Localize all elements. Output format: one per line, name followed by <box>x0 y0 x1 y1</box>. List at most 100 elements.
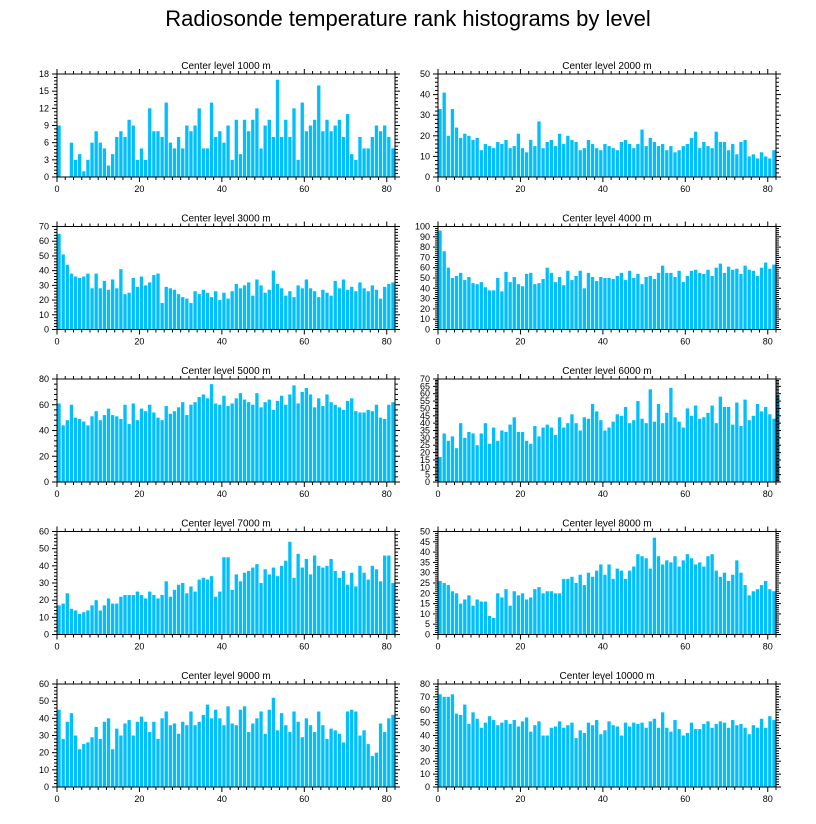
histogram-bar <box>582 732 586 787</box>
histogram-bar <box>106 408 111 482</box>
histogram-bar <box>296 285 300 330</box>
histogram-bar <box>590 144 595 177</box>
histogram-bar <box>487 290 492 330</box>
y-tick-label: 40 <box>420 731 430 741</box>
histogram-bar <box>119 418 123 482</box>
histogram-bar <box>586 572 591 635</box>
histogram-bar <box>689 270 694 330</box>
histogram-bar <box>86 425 90 482</box>
x-tick-label: 0 <box>435 642 440 652</box>
y-tick-label: 15 <box>420 599 430 609</box>
histogram-bar <box>110 749 115 787</box>
histogram-bar <box>500 597 504 635</box>
histogram-panel: Center level 3000 m 0 20 40 60 80 0 10 20 30 40 50 6… <box>39 214 400 347</box>
histogram-bar <box>383 555 387 635</box>
histogram-bar <box>139 595 144 635</box>
histogram-bar <box>450 436 455 482</box>
y-tick-label: 3 <box>44 155 49 165</box>
histogram-bar <box>747 734 751 787</box>
histogram-bar <box>619 735 624 787</box>
histogram-bar <box>685 275 690 330</box>
histogram-bar <box>463 437 467 482</box>
histogram-bar <box>491 290 496 330</box>
histogram-bar <box>735 402 739 482</box>
histogram-bar <box>226 125 230 177</box>
y-tick-label: 6 <box>44 138 49 148</box>
y-tick-label: 100 <box>415 222 430 232</box>
histogram-bar <box>739 273 743 330</box>
histogram-bar <box>172 289 177 330</box>
histogram-bar <box>529 731 533 787</box>
histogram-bar <box>358 136 362 177</box>
histogram-bar <box>222 557 226 635</box>
y-tick-label: 50 <box>420 403 430 413</box>
y-tick-label: 18 <box>39 69 49 79</box>
y-tick-label: 70 <box>420 252 430 262</box>
x-tick-label: 80 <box>382 489 392 499</box>
histogram-bar <box>90 142 94 177</box>
histogram-bar <box>65 264 69 330</box>
histogram-bar <box>681 560 685 635</box>
histogram-bar <box>98 420 102 482</box>
histogram-bar <box>693 729 698 787</box>
histogram-bar <box>718 396 723 482</box>
histogram-bar <box>156 273 160 330</box>
histogram-bar <box>312 407 317 482</box>
histogram-bar <box>201 394 205 482</box>
histogram-bar <box>110 603 115 635</box>
histogram-bar <box>483 601 488 635</box>
histogram-bar <box>599 734 603 787</box>
y-tick-label: 30 <box>39 280 49 290</box>
histogram-bar <box>582 148 586 177</box>
histogram-bar <box>69 273 74 330</box>
histogram-bar <box>512 720 516 787</box>
histogram-bar <box>329 402 333 482</box>
histogram-bar <box>110 415 115 482</box>
histogram-bar <box>541 427 545 482</box>
histogram-bar <box>640 556 644 635</box>
y-tick-label: 10 <box>420 314 430 324</box>
histogram-bar <box>69 404 74 482</box>
histogram-bar <box>185 125 189 177</box>
histogram-bar <box>383 286 387 330</box>
histogram-bar <box>172 589 177 635</box>
histogram-bar <box>512 591 516 635</box>
histogram-bar <box>242 119 247 177</box>
histogram-bar <box>640 129 644 177</box>
histogram-bar <box>467 276 471 330</box>
histogram-bar <box>135 591 140 635</box>
histogram-bar <box>181 721 185 787</box>
histogram-bar <box>119 735 123 787</box>
histogram-bar <box>61 425 65 482</box>
histogram-bar <box>459 714 463 787</box>
histogram-bar <box>197 294 201 330</box>
x-tick-label: 40 <box>217 794 227 804</box>
histogram-bar <box>693 405 698 482</box>
histogram-bar <box>78 278 82 330</box>
y-tick-label: 10 <box>420 151 430 161</box>
histogram-bar <box>148 108 152 177</box>
y-tick-label: 50 <box>39 251 49 261</box>
histogram-bar <box>640 418 644 482</box>
histogram-bar <box>378 131 383 177</box>
histogram-bar <box>611 578 615 635</box>
x-tick-label: 20 <box>515 489 525 499</box>
histogram-bar <box>764 580 768 635</box>
histogram-bar <box>214 596 218 635</box>
x-tick-label: 60 <box>680 184 690 194</box>
histogram-bar <box>156 417 160 483</box>
x-tick-label: 0 <box>54 489 59 499</box>
histogram-bar <box>176 407 181 482</box>
histogram-bar <box>189 303 193 330</box>
y-tick-label: 10 <box>39 765 49 775</box>
histogram-bar <box>139 408 144 482</box>
histogram-bar <box>751 270 755 330</box>
histogram-bar <box>329 131 333 177</box>
histogram-bar <box>648 568 652 635</box>
y-tick-label: 40 <box>39 426 49 436</box>
y-tick-label: 10 <box>39 612 49 622</box>
histogram-bar <box>350 572 354 635</box>
histogram-bar <box>496 440 500 482</box>
histogram-bar <box>628 144 632 177</box>
panel-title: Center level 6000 m <box>562 366 652 377</box>
